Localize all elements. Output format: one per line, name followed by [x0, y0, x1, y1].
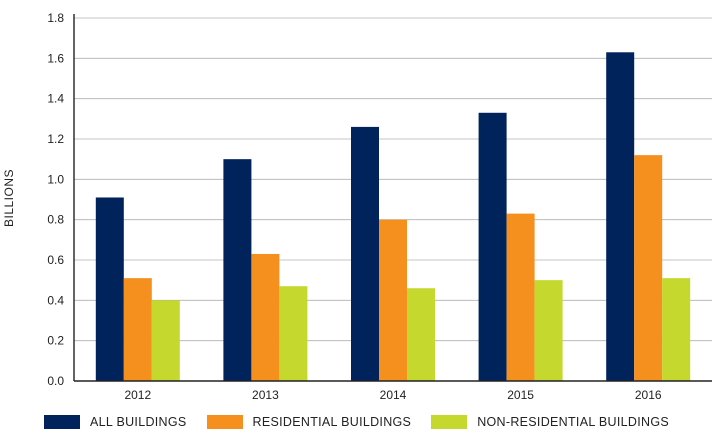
y-tick-label: 1.0 [47, 172, 64, 186]
axes [73, 14, 712, 382]
legend-item: ALL BUILDINGS [44, 415, 187, 429]
bar-all-buildings-2014 [351, 126, 379, 382]
x-tick-label: 2015 [507, 388, 534, 402]
bar-residential-buildings-2016 [634, 155, 663, 381]
legend-swatch [206, 415, 243, 429]
y-tick-label: 0.8 [47, 213, 64, 227]
gridlines [74, 17, 712, 342]
bar-residential-buildings-2014 [379, 219, 407, 381]
legend-label: ALL BUILDINGS [90, 415, 187, 429]
bar-residential-buildings-2013 [251, 253, 280, 381]
y-tick-label: 1.2 [47, 132, 64, 146]
bar-all-buildings-2012 [95, 197, 124, 381]
bar-non-residential-buildings-2012 [151, 300, 180, 381]
bar-residential-buildings-2012 [123, 278, 152, 381]
bar-non-residential-buildings-2016 [662, 278, 691, 381]
legend-item: NON-RESIDENTIAL BUILDINGS [431, 415, 669, 429]
y-tick-label: 1.4 [47, 92, 64, 106]
legend-swatch [431, 415, 468, 429]
legend: ALL BUILDINGS RESIDENTIAL BUILDINGS NON-RE… [44, 415, 689, 429]
legend-label: NON-RESIDENTIAL BUILDINGS [477, 415, 669, 429]
x-tick-label: 2014 [380, 388, 407, 402]
bar-residential-buildings-2015 [506, 213, 535, 381]
bar-non-residential-buildings-2014 [407, 288, 435, 381]
bar-all-buildings-2015 [478, 112, 507, 382]
legend-swatch [44, 415, 80, 429]
bar-non-residential-buildings-2013 [279, 286, 308, 381]
bar-all-buildings-2013 [223, 159, 252, 381]
x-tick-label: 2012 [124, 388, 151, 402]
y-tick-label: 0.4 [47, 293, 64, 307]
bars [95, 52, 691, 382]
x-tick-label: 2013 [252, 388, 279, 402]
y-tick-label: 0.6 [47, 253, 64, 267]
y-tick-label: 0.2 [47, 334, 64, 348]
x-tick-labels: 2012 2013 2014 2015 2016 [124, 388, 661, 402]
y-tick-label: 0.0 [47, 374, 64, 388]
y-tick-label: 1.6 [47, 51, 64, 65]
legend-item: RESIDENTIAL BUILDINGS [206, 415, 412, 429]
bar-non-residential-buildings-2015 [534, 280, 563, 381]
x-tick-label: 2016 [635, 388, 662, 402]
y-tick-labels: 0.0 0.2 0.4 0.6 0.8 1.0 1.2 1.4 1.6 1.8 [47, 11, 64, 388]
bar-all-buildings-2016 [606, 52, 635, 382]
y-axis-label: BILLIONS [2, 169, 16, 227]
legend-label: RESIDENTIAL BUILDINGS [252, 415, 412, 429]
y-tick-label: 1.8 [47, 11, 64, 25]
